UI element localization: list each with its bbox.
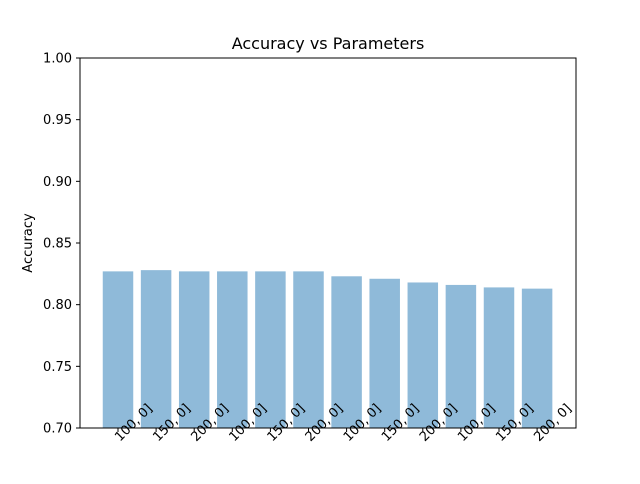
bar-3 — [217, 271, 248, 428]
bar-4 — [255, 271, 286, 428]
y-tick-label-4: 0.90 — [43, 175, 72, 190]
bar-0 — [102, 271, 134, 428]
bars-layer — [102, 270, 553, 428]
y-tick-label-5: 0.95 — [43, 113, 72, 128]
chart-title: Accuracy vs Parameters — [232, 34, 425, 53]
y-tick-label-1: 0.75 — [43, 360, 72, 375]
y-tick-label-0: 0.70 — [43, 422, 72, 437]
bar-10 — [483, 287, 515, 428]
y-tick-label-2: 0.80 — [43, 298, 72, 313]
bar-1 — [140, 270, 172, 428]
bar-8 — [407, 282, 439, 428]
y-axis-label: Accuracy — [21, 213, 36, 273]
plot-frame — [79, 57, 577, 429]
bar-7 — [369, 278, 400, 428]
bar-9 — [445, 284, 477, 428]
y-ticks-layer: 0.70 0.75 0.80 0.85 0.90 0.95 1.00 — [43, 52, 80, 437]
bar-5 — [293, 271, 324, 428]
bar-2 — [178, 271, 210, 428]
y-tick-label-6: 1.00 — [43, 52, 72, 67]
bar-11 — [521, 288, 553, 428]
bar-6 — [331, 276, 362, 428]
y-tick-label-3: 0.85 — [43, 237, 72, 252]
